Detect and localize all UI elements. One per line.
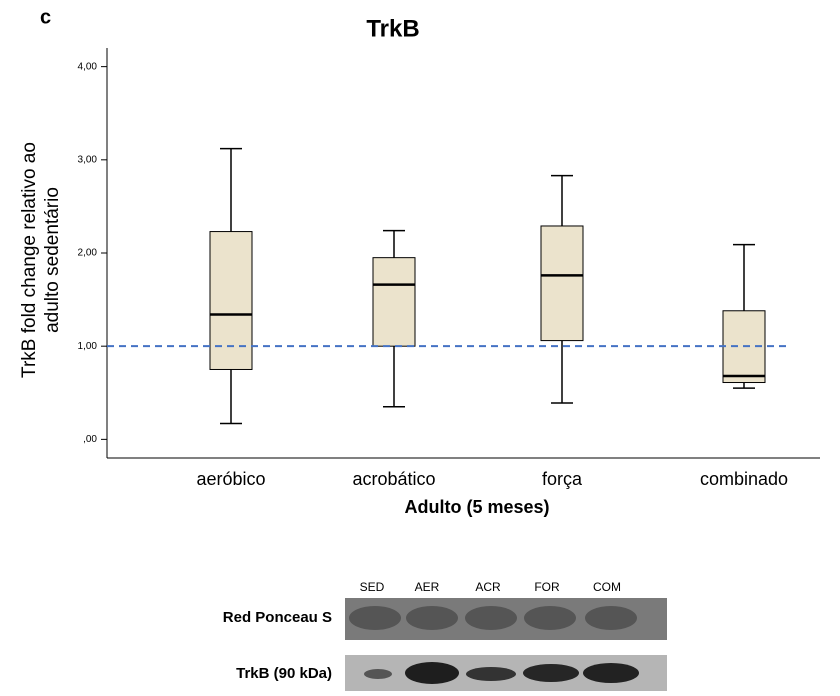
band bbox=[524, 606, 576, 630]
row-label: Red Ponceau S bbox=[223, 609, 332, 626]
figure: c TrkB TrkB fold change relativo ao adul… bbox=[0, 0, 840, 691]
band bbox=[523, 664, 579, 682]
panel-label: c bbox=[40, 6, 51, 28]
chart-title: TrkB bbox=[366, 15, 419, 42]
y-tick-label: ,00 bbox=[83, 434, 97, 445]
band bbox=[349, 606, 401, 630]
y-axis-title: TrkB fold change relativo ao bbox=[19, 142, 40, 378]
lane-label: FOR bbox=[534, 580, 560, 594]
y-axis-title: adulto sedentário bbox=[42, 187, 63, 333]
row-label: TrkB (90 kDa) bbox=[236, 665, 332, 682]
band bbox=[585, 606, 637, 630]
x-tick-label: acrobático bbox=[352, 469, 435, 489]
band bbox=[466, 667, 516, 681]
box bbox=[373, 258, 415, 347]
y-tick-label: 3,00 bbox=[78, 154, 98, 165]
lane-label: SED bbox=[360, 580, 385, 594]
band bbox=[465, 606, 517, 630]
blot bbox=[345, 598, 667, 691]
x-tick-label: combinado bbox=[700, 469, 788, 489]
lane-label: AER bbox=[415, 580, 440, 594]
x-axis-title: Adulto (5 meses) bbox=[404, 497, 549, 517]
band bbox=[364, 669, 392, 679]
box bbox=[541, 226, 583, 341]
y-tick-label: 1,00 bbox=[78, 341, 98, 352]
x-tick-label: aeróbico bbox=[196, 469, 265, 489]
x-tick-label: força bbox=[542, 469, 583, 489]
lane-label: COM bbox=[593, 580, 621, 594]
y-tick-label: 2,00 bbox=[78, 248, 98, 259]
y-tick-label: 4,00 bbox=[78, 61, 98, 72]
band bbox=[405, 662, 459, 684]
band bbox=[406, 606, 458, 630]
box bbox=[210, 232, 252, 370]
band bbox=[583, 663, 639, 683]
lane-label: ACR bbox=[475, 580, 501, 594]
